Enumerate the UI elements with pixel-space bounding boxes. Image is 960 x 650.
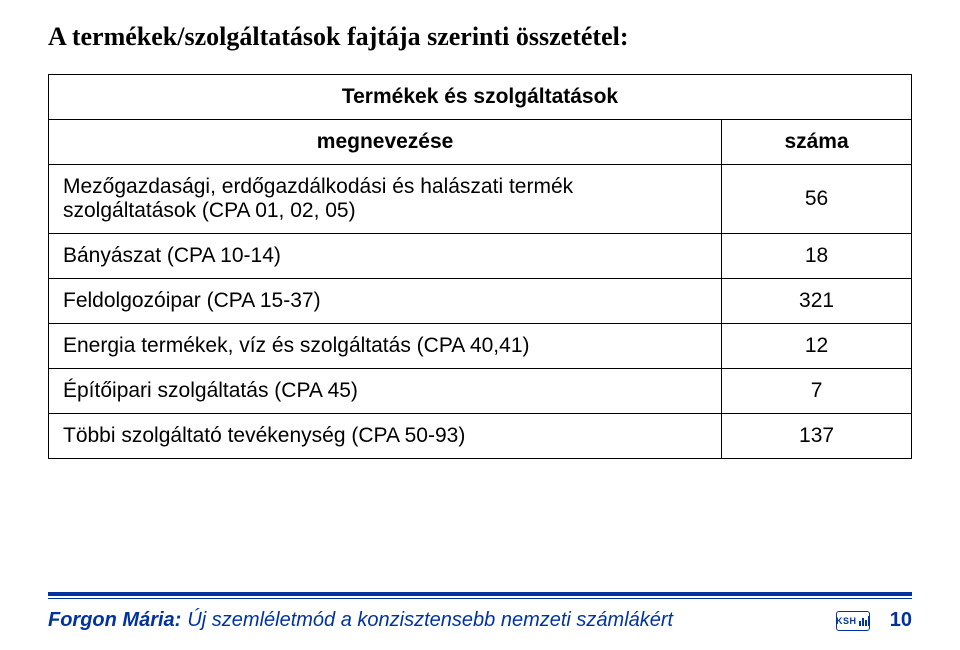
table-row: Építőipari szolgáltatás (CPA 45) 7 <box>49 369 912 414</box>
row-value: 56 <box>722 165 912 234</box>
page-number: 10 <box>890 609 912 632</box>
table-row: Feldolgozóipar (CPA 15-37) 321 <box>49 279 912 324</box>
table-row: Többi szolgáltató tevékenység (CPA 50-93… <box>49 414 912 459</box>
table-row: Energia termékek, víz és szolgáltatás (C… <box>49 324 912 369</box>
footer-subtitle: Új szemléletmód a konzisztensebb nemzeti… <box>187 609 673 632</box>
row-label: Energia termékek, víz és szolgáltatás (C… <box>49 324 722 369</box>
footer-left: Forgon Mária: Új szemléletmód a konziszt… <box>48 609 673 632</box>
footer-author: Forgon Mária: <box>48 609 181 632</box>
footer-line: Forgon Mária: Új szemléletmód a konziszt… <box>48 609 912 632</box>
composition-table: Termékek és szolgáltatások megnevezése s… <box>48 74 912 459</box>
page-title: A termékek/szolgáltatások fajtája szerin… <box>48 22 912 52</box>
row-value: 137 <box>722 414 912 459</box>
row-label: Többi szolgáltató tevékenység (CPA 50-93… <box>49 414 722 459</box>
slide: A termékek/szolgáltatások fajtája szerin… <box>0 0 960 650</box>
table-row: Mezőgazdasági, erdőgazdálkodási és halás… <box>49 165 912 234</box>
table-header-row: Termékek és szolgáltatások <box>49 75 912 120</box>
footer-divider-thick <box>48 592 912 596</box>
row-value: 7 <box>722 369 912 414</box>
row-value: 12 <box>722 324 912 369</box>
col-label-right: száma <box>722 120 912 165</box>
slide-footer: Forgon Mária: Új szemléletmód a konziszt… <box>0 592 960 633</box>
table-row: Bányászat (CPA 10-14) 18 <box>49 234 912 279</box>
row-value: 321 <box>722 279 912 324</box>
ksh-logo-bars <box>859 616 870 626</box>
table-header-merged: Termékek és szolgáltatások <box>49 75 912 120</box>
footer-divider-thin <box>48 598 912 600</box>
ksh-logo-text: KSH <box>836 616 857 626</box>
ksh-logo-icon: KSH <box>836 611 870 631</box>
row-label: Mezőgazdasági, erdőgazdálkodási és halás… <box>49 165 722 234</box>
table-subheader-row: megnevezése száma <box>49 120 912 165</box>
col-label-left: megnevezése <box>49 120 722 165</box>
row-label: Építőipari szolgáltatás (CPA 45) <box>49 369 722 414</box>
row-label: Feldolgozóipar (CPA 15-37) <box>49 279 722 324</box>
row-label: Bányászat (CPA 10-14) <box>49 234 722 279</box>
footer-right: KSH 10 <box>836 609 912 632</box>
row-value: 18 <box>722 234 912 279</box>
